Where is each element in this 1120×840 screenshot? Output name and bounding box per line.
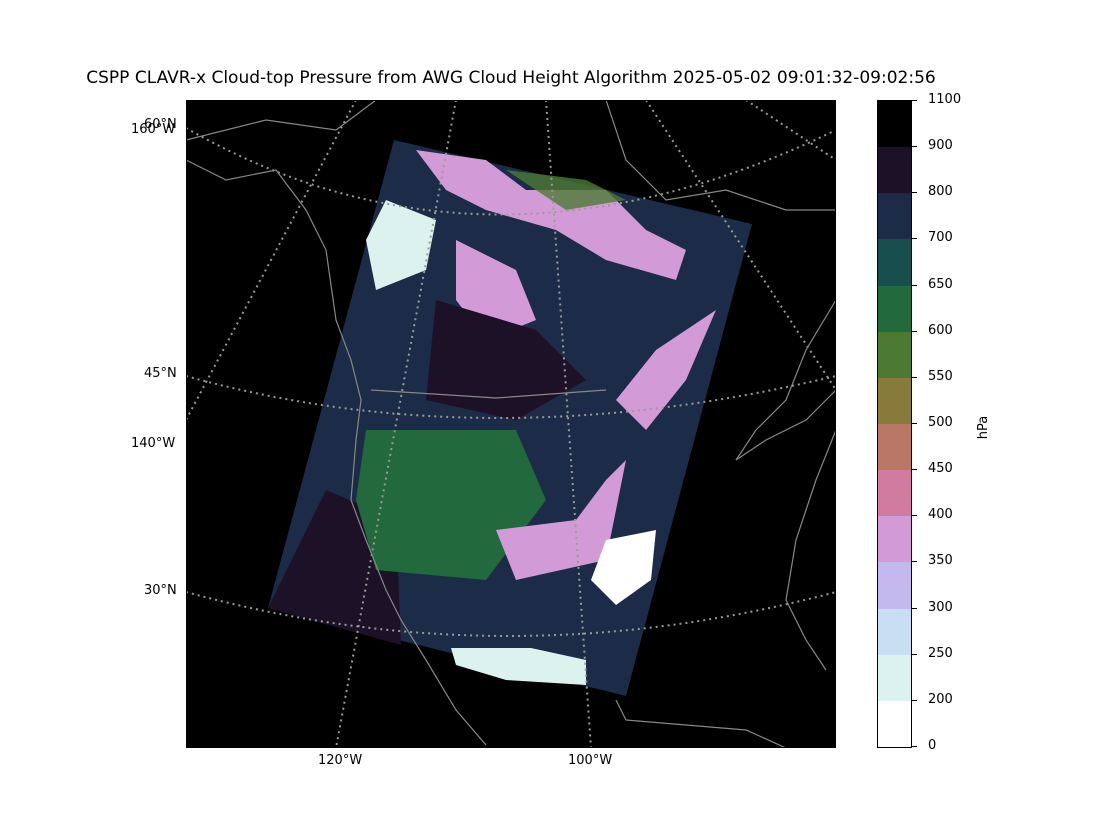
colorbar-tick	[911, 653, 917, 655]
colorbar-tick	[911, 376, 917, 378]
cloud-north-green	[506, 170, 626, 210]
colorbar-tick	[911, 330, 917, 332]
colorbar-tick	[911, 284, 917, 286]
satellite-image	[186, 100, 836, 748]
colorbar-segment	[878, 193, 911, 241]
cloud-central-green	[356, 430, 546, 580]
colorbar-tick	[911, 100, 917, 101]
colorbar-tick-label: 400	[928, 507, 953, 523]
colorbar-tick	[911, 699, 917, 701]
colorbar-tick-label: 650	[928, 276, 953, 292]
colorbar-segment	[878, 516, 911, 564]
graticule	[186, 100, 836, 748]
colorbar-tick	[911, 607, 917, 609]
colorbar-segment	[878, 331, 911, 379]
colorbar-segment	[878, 424, 911, 472]
lat-label-30n: 30°N	[144, 583, 177, 598]
colorbar-segment	[878, 239, 911, 287]
lon-label-120w: 120°W	[318, 753, 363, 768]
colorbar-segment	[878, 285, 911, 333]
colorbar-tick-label: 1100	[928, 92, 962, 107]
colorbar-segment	[878, 147, 911, 195]
lat-label-45n: 45°N	[144, 366, 177, 381]
colorbar-tick-label: 350	[928, 553, 953, 569]
colorbar-unit-label: hPa	[976, 415, 992, 440]
colorbar-tick	[911, 238, 917, 240]
cloud-high-north	[416, 150, 686, 280]
colorbar-tick-label: 450	[928, 461, 953, 477]
colorbar-segment	[878, 101, 911, 149]
colorbar	[877, 100, 912, 748]
colorbar-tick-label: 200	[928, 691, 953, 707]
colorbar-tick	[911, 515, 917, 517]
colorbar-tick	[911, 469, 917, 471]
colorbar-tick-label: 700	[928, 230, 953, 246]
map-title: CSPP CLAVR-x Cloud-top Pressure from AWG…	[86, 68, 936, 88]
colorbar-segment	[878, 608, 911, 656]
colorbar-segment	[878, 470, 911, 518]
colorbar-tick-label: 600	[928, 322, 953, 338]
colorbar-segment	[878, 377, 911, 425]
cloud-central-dark	[426, 300, 586, 420]
colorbar-segment	[878, 562, 911, 610]
cloud-west-white	[366, 200, 436, 290]
lon-label-100w: 100°W	[568, 753, 613, 768]
colorbar-tick	[911, 561, 917, 563]
cloud-south-white	[451, 648, 586, 685]
lon-label-140w: 140°W	[131, 436, 176, 451]
colorbar-tick-label: 500	[928, 415, 953, 430]
colorbar-tick	[911, 746, 917, 747]
colorbar-tick	[911, 146, 917, 148]
colorbar-segment	[878, 654, 911, 702]
colorbar-tick-label: 800	[928, 184, 953, 200]
colorbar-tick-label: 300	[928, 599, 953, 615]
colorbar-tick	[911, 423, 917, 424]
colorbar-tick	[911, 192, 917, 194]
colorbar-tick-label: 550	[928, 368, 953, 384]
colorbar-tick-label: 900	[928, 138, 953, 154]
lat-label-60n: 60°N	[144, 117, 177, 132]
lon-label-160w: 160°W	[131, 122, 176, 137]
cloud-south-pink	[496, 460, 626, 580]
colorbar-tick-label: 0	[928, 738, 937, 753]
colorbar-segment	[878, 700, 911, 747]
cloud-east-pink	[616, 310, 716, 430]
map-panel	[186, 100, 836, 748]
cloud-gulf-white	[591, 530, 656, 605]
colorbar-tick-label: 250	[928, 645, 953, 661]
coastlines	[186, 100, 836, 748]
